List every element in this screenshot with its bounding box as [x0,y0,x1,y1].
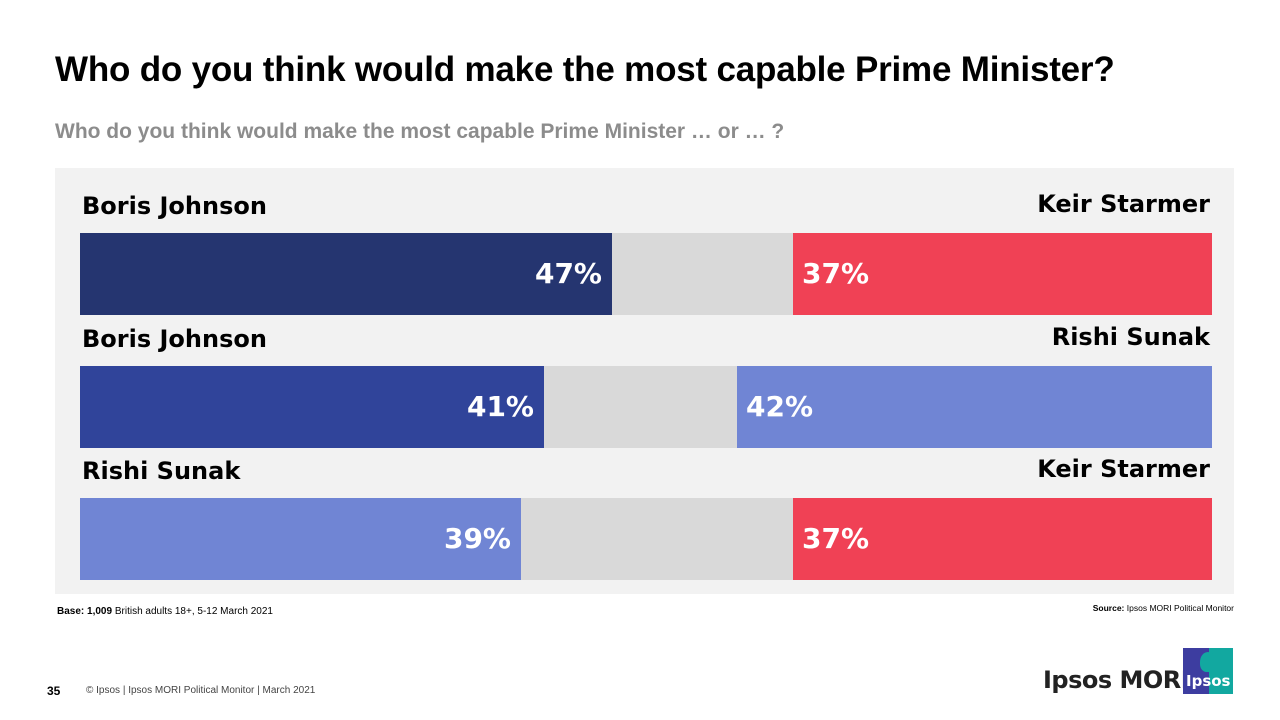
left-candidate-label: Boris Johnson [82,192,267,220]
brand-name: Ipsos MORI [1043,666,1190,694]
right-value-label: 37% [802,257,870,290]
source-label: Source: [1092,603,1125,613]
base-count: 1,009 [87,606,113,617]
left-value-label: 41% [466,390,534,423]
page-number: 35 [47,684,61,698]
left-candidate-label: Boris Johnson [82,325,267,353]
bar-track-undecided: 39% 37% [80,498,1212,580]
right-candidate-label: Keir Starmer [1037,190,1210,218]
right-candidate-label: Keir Starmer [1037,455,1210,483]
source-note: Source: Ipsos MORI Political Monitor [1093,603,1234,613]
footer-text: © Ipsos | Ipsos MORI Political Monitor |… [86,685,316,696]
base-label: Base: [57,606,85,617]
base-note: Base: 1,009 British adults 18+, 5-12 Mar… [57,606,273,617]
question-subtitle: Who do you think would make the most cap… [55,120,785,143]
ipsos-logo-icon: Ipsos [1183,648,1233,694]
right-candidate-label: Rishi Sunak [1051,323,1210,351]
left-bar-segment [80,233,612,315]
left-bar-segment [80,498,521,580]
slide-title: Who do you think would make the most cap… [55,50,1115,89]
bar-track-undecided: 41% 42% [80,366,1212,448]
source-text: Ipsos MORI Political Monitor [1126,603,1234,613]
logo-head-silhouette [1200,652,1216,672]
left-candidate-label: Rishi Sunak [82,457,241,485]
base-text: British adults 18+, 5-12 March 2021 [114,606,273,617]
right-bar-segment [793,498,1212,580]
right-bar-segment [737,366,1212,448]
left-value-label: 39% [443,522,511,555]
left-bar-segment [80,366,544,448]
right-bar-segment [793,233,1212,315]
left-value-label: 47% [534,257,602,290]
right-value-label: 37% [802,522,870,555]
bar-track-undecided: 47% 37% [80,233,1212,315]
logo-text: Ipsos [1186,672,1231,690]
right-value-label: 42% [746,390,814,423]
